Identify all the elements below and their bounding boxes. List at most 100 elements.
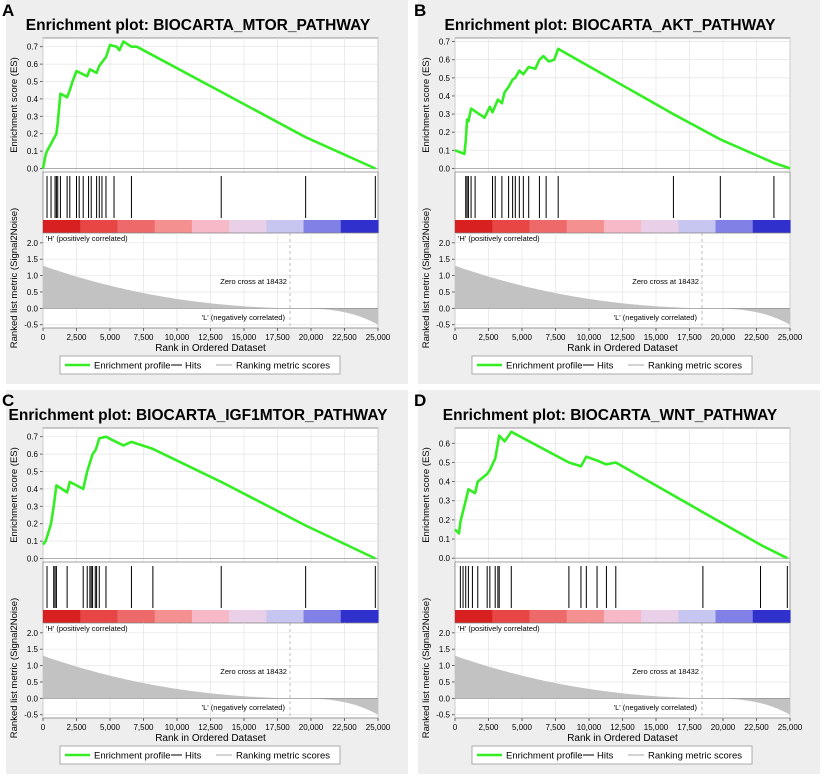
x-tick-label: 7,500: [133, 723, 154, 732]
x-tick-label: 22,500: [332, 333, 357, 342]
heat-segment: [117, 610, 156, 623]
x-tick-label: 12,500: [610, 723, 635, 732]
metric-tick-label: 1.5: [439, 645, 451, 654]
x-tick-label: 20,000: [711, 333, 736, 342]
es-tick-label: 0.0: [439, 554, 451, 563]
legend-enrichment-label: Enrichment profile: [94, 751, 171, 762]
plot-title: Enrichment plot: BIOCARTA_WNT_PATHWAY: [443, 407, 778, 424]
heat-segment: [641, 220, 679, 233]
legend-enrichment-label: Enrichment profile: [506, 751, 583, 762]
es-tick-label: 0.3: [27, 112, 39, 121]
zero-cross-label: Zero cross at 18432: [632, 667, 699, 676]
es-tick-label: 0.4: [27, 95, 39, 104]
plot-title: Enrichment plot: BIOCARTA_MTOR_PATHWAY: [26, 17, 371, 34]
es-tick-label: 0.4: [439, 478, 451, 487]
legend-box: [471, 355, 753, 375]
x-tick-label: 0: [453, 333, 458, 342]
ranking-metric-area: [455, 265, 790, 325]
heat-segment: [566, 610, 605, 623]
panel-a: A Enrichment plot: BIOCARTA_MTOR_PATHWAY 0…: [2, 0, 408, 384]
x-tick-label: 20,000: [711, 723, 736, 732]
heat-segment: [455, 220, 493, 233]
x-tick-label: 25,000: [366, 723, 391, 732]
x-tick-label: 0: [453, 723, 458, 732]
es-tick-label: 0.6: [27, 60, 39, 69]
metric-tick-label: -0.5: [436, 711, 450, 720]
es-tick-label: 0.3: [439, 497, 451, 506]
legend-enrichment-label: Enrichment profile: [506, 361, 583, 372]
legend-box: [59, 745, 341, 765]
heat-segment: [752, 610, 791, 623]
legend-box: [471, 745, 753, 765]
legend-metric-label: Ranking metric scores: [648, 361, 742, 372]
heat-segment: [43, 220, 81, 233]
x-tick-label: 22,500: [744, 333, 769, 342]
es-tick-label: 0.6: [27, 450, 39, 459]
metric-tick-label: 0.5: [27, 678, 39, 687]
legend-hits-label: Hits: [597, 751, 614, 762]
metric-tick-label: 2.0: [439, 239, 451, 248]
heat-segment: [266, 220, 305, 233]
negative-correlation-label: 'L' (negatively correlated): [614, 703, 698, 712]
x-tick-label: 2,500: [478, 723, 499, 732]
legend-hits-label: Hits: [185, 751, 202, 762]
metric-tick-label: 1.5: [439, 255, 451, 264]
heat-segment: [303, 220, 342, 233]
x-tick-label: 12,500: [198, 333, 223, 342]
x-tick-label: 17,500: [265, 723, 290, 732]
heat-segment: [191, 220, 230, 233]
heat-segment: [154, 610, 193, 623]
es-tick-label: 0.0: [27, 165, 39, 174]
plot-title: Enrichment plot: BIOCARTA_IGF1MTOR_PATHW…: [9, 407, 389, 424]
plot-title: Enrichment plot: BIOCARTA_AKT_PATHWAY: [445, 17, 777, 34]
legend-box: [59, 355, 341, 375]
zero-cross-label: Zero cross at 18432: [220, 277, 287, 286]
x-axis-label: Rank in Ordered Dataset: [155, 343, 266, 354]
panel-letter: B: [414, 1, 426, 20]
es-tick-label: 0.2: [27, 130, 39, 139]
x-tick-label: 22,500: [744, 723, 769, 732]
legend-hits-label: Hits: [597, 361, 614, 372]
es-tick-label: 0.5: [439, 458, 451, 467]
panel-d: D Enrichment plot: BIOCARTA_WNT_PATHWAY 0.…: [414, 390, 820, 774]
zero-cross-label: Zero cross at 18432: [220, 667, 287, 676]
panel-letter: A: [2, 1, 14, 20]
x-tick-label: 12,500: [198, 723, 223, 732]
es-tick-label: 0.6: [439, 56, 451, 65]
legend: Enrichment profile Hits Ranking metric sco…: [59, 355, 341, 375]
heat-segment: [117, 220, 156, 233]
es-tick-label: 0.0: [27, 555, 39, 564]
x-tick-label: 17,500: [265, 333, 290, 342]
metric-axis-label: Ranked list metric (Signal2Noise): [421, 208, 432, 348]
legend-metric-label: Ranking metric scores: [236, 361, 330, 372]
x-tick-label: 0: [41, 333, 46, 342]
heat-segment: [455, 610, 493, 623]
heat-segment: [229, 220, 267, 233]
metric-tick-label: 0.0: [439, 694, 451, 703]
panel-letter: D: [414, 391, 426, 410]
legend-hits-label: Hits: [185, 361, 202, 372]
x-tick-label: 10,000: [165, 723, 190, 732]
x-tick-label: 5,000: [512, 333, 533, 342]
x-tick-label: 17,500: [677, 723, 702, 732]
es-tick-label: 0.1: [27, 147, 39, 156]
x-tick-label: 25,000: [778, 333, 803, 342]
heat-segment: [492, 610, 531, 623]
es-axis-label: Enrichment score (ES): [421, 447, 432, 543]
metric-tick-label: -0.5: [24, 711, 38, 720]
metric-tick-label: 0.0: [27, 694, 39, 703]
es-tick-label: 0.5: [439, 74, 451, 83]
x-axis-label: Rank in Ordered Dataset: [567, 343, 678, 354]
metric-tick-label: 1.5: [27, 645, 39, 654]
ranking-metric-area: [43, 265, 378, 325]
es-tick-label: 0.4: [439, 92, 451, 101]
legend: Enrichment profile Hits Ranking metric sco…: [471, 745, 753, 765]
positive-correlation-label: 'H' (positively correlated): [458, 234, 540, 243]
x-tick-label: 7,500: [545, 333, 566, 342]
enrichment-profile-line: [454, 47, 791, 170]
x-tick-label: 2,500: [66, 723, 87, 732]
x-axis-label: Rank in Ordered Dataset: [155, 733, 266, 744]
es-tick-label: 0.1: [439, 146, 451, 155]
